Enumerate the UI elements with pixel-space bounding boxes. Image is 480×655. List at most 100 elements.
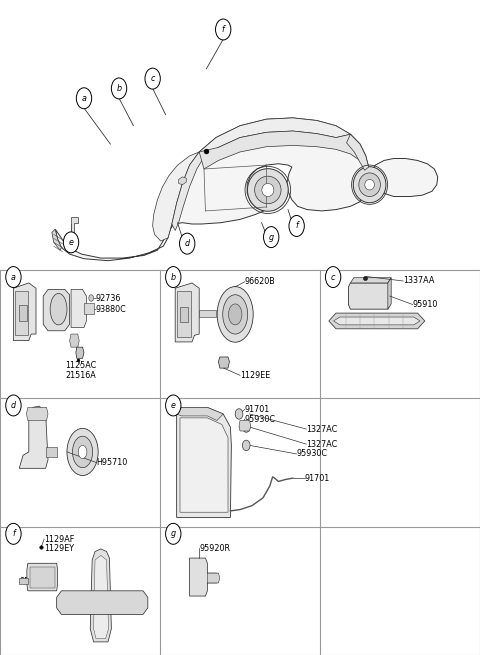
- Circle shape: [6, 267, 21, 288]
- Circle shape: [6, 523, 21, 544]
- Circle shape: [111, 78, 127, 99]
- Text: g: g: [171, 529, 176, 538]
- Polygon shape: [153, 152, 199, 241]
- Text: e: e: [69, 238, 73, 247]
- Polygon shape: [199, 131, 366, 169]
- Polygon shape: [90, 549, 111, 642]
- Polygon shape: [84, 303, 94, 314]
- Circle shape: [264, 227, 279, 248]
- Polygon shape: [19, 578, 28, 584]
- Polygon shape: [71, 217, 78, 234]
- Text: 91701: 91701: [245, 405, 270, 414]
- Ellipse shape: [235, 409, 243, 419]
- Ellipse shape: [78, 445, 87, 458]
- Polygon shape: [239, 421, 251, 431]
- Polygon shape: [70, 334, 79, 347]
- Polygon shape: [52, 229, 61, 250]
- Text: c: c: [331, 272, 336, 282]
- Polygon shape: [179, 177, 186, 185]
- Text: d: d: [185, 239, 190, 248]
- Polygon shape: [180, 307, 188, 322]
- Ellipse shape: [89, 295, 94, 301]
- Polygon shape: [329, 313, 425, 329]
- Text: 95910: 95910: [413, 300, 438, 309]
- Polygon shape: [30, 567, 55, 588]
- Text: 21516A: 21516A: [65, 371, 96, 381]
- Text: 93880C: 93880C: [96, 305, 127, 314]
- Polygon shape: [172, 152, 204, 231]
- Ellipse shape: [242, 440, 250, 451]
- Polygon shape: [177, 407, 231, 517]
- Text: H95710: H95710: [96, 458, 127, 467]
- Text: a: a: [82, 94, 86, 103]
- Polygon shape: [334, 317, 420, 325]
- Text: 1337AA: 1337AA: [403, 276, 434, 286]
- Polygon shape: [46, 447, 57, 457]
- Ellipse shape: [262, 183, 274, 196]
- Ellipse shape: [248, 169, 288, 212]
- Text: c: c: [150, 74, 155, 83]
- Circle shape: [166, 523, 181, 544]
- Circle shape: [145, 68, 160, 89]
- Circle shape: [180, 233, 195, 254]
- Polygon shape: [207, 573, 220, 583]
- Ellipse shape: [242, 422, 250, 432]
- Polygon shape: [94, 555, 108, 639]
- Circle shape: [63, 232, 79, 253]
- Circle shape: [289, 215, 304, 236]
- Polygon shape: [388, 278, 391, 309]
- Text: 1327AC: 1327AC: [306, 440, 337, 449]
- Text: 95920B: 95920B: [19, 577, 50, 586]
- Polygon shape: [180, 418, 228, 512]
- Circle shape: [216, 19, 231, 40]
- Text: 92736: 92736: [96, 293, 121, 303]
- Text: e: e: [171, 401, 176, 410]
- Ellipse shape: [67, 428, 98, 476]
- Circle shape: [76, 88, 92, 109]
- Polygon shape: [26, 407, 48, 421]
- Text: 1129EY: 1129EY: [44, 544, 74, 553]
- Ellipse shape: [228, 304, 242, 325]
- Text: f: f: [295, 221, 298, 231]
- Circle shape: [166, 267, 181, 288]
- Polygon shape: [199, 310, 216, 317]
- Text: 95920R: 95920R: [199, 544, 230, 553]
- Polygon shape: [199, 118, 350, 157]
- Polygon shape: [350, 278, 391, 283]
- Text: 95930C: 95930C: [245, 415, 276, 424]
- Text: f: f: [222, 25, 225, 34]
- Text: 1129AF: 1129AF: [44, 534, 74, 544]
- Text: g: g: [269, 233, 274, 242]
- Text: 91701: 91701: [305, 474, 330, 483]
- Ellipse shape: [365, 179, 374, 190]
- Text: b: b: [117, 84, 121, 93]
- Text: 95930C: 95930C: [297, 449, 328, 458]
- Text: 1327AC: 1327AC: [306, 424, 337, 434]
- Ellipse shape: [217, 287, 253, 342]
- Polygon shape: [13, 283, 36, 341]
- Text: b: b: [171, 272, 176, 282]
- Polygon shape: [15, 291, 28, 335]
- Polygon shape: [177, 291, 191, 337]
- Polygon shape: [55, 118, 438, 261]
- Polygon shape: [27, 563, 58, 591]
- Ellipse shape: [72, 436, 93, 468]
- Text: 1129EE: 1129EE: [240, 371, 270, 380]
- Polygon shape: [347, 134, 369, 170]
- Text: a: a: [11, 272, 16, 282]
- Ellipse shape: [255, 176, 281, 204]
- Text: 1125AC: 1125AC: [65, 361, 96, 370]
- Polygon shape: [43, 290, 70, 331]
- Ellipse shape: [359, 173, 381, 196]
- Text: d: d: [11, 401, 16, 410]
- Polygon shape: [190, 558, 218, 596]
- Polygon shape: [71, 290, 86, 328]
- Polygon shape: [175, 283, 199, 342]
- Text: 96620B: 96620B: [245, 277, 276, 286]
- Polygon shape: [177, 407, 223, 421]
- Circle shape: [166, 395, 181, 416]
- Polygon shape: [76, 347, 84, 358]
- Text: f: f: [12, 529, 15, 538]
- Polygon shape: [19, 305, 27, 321]
- Ellipse shape: [50, 293, 67, 325]
